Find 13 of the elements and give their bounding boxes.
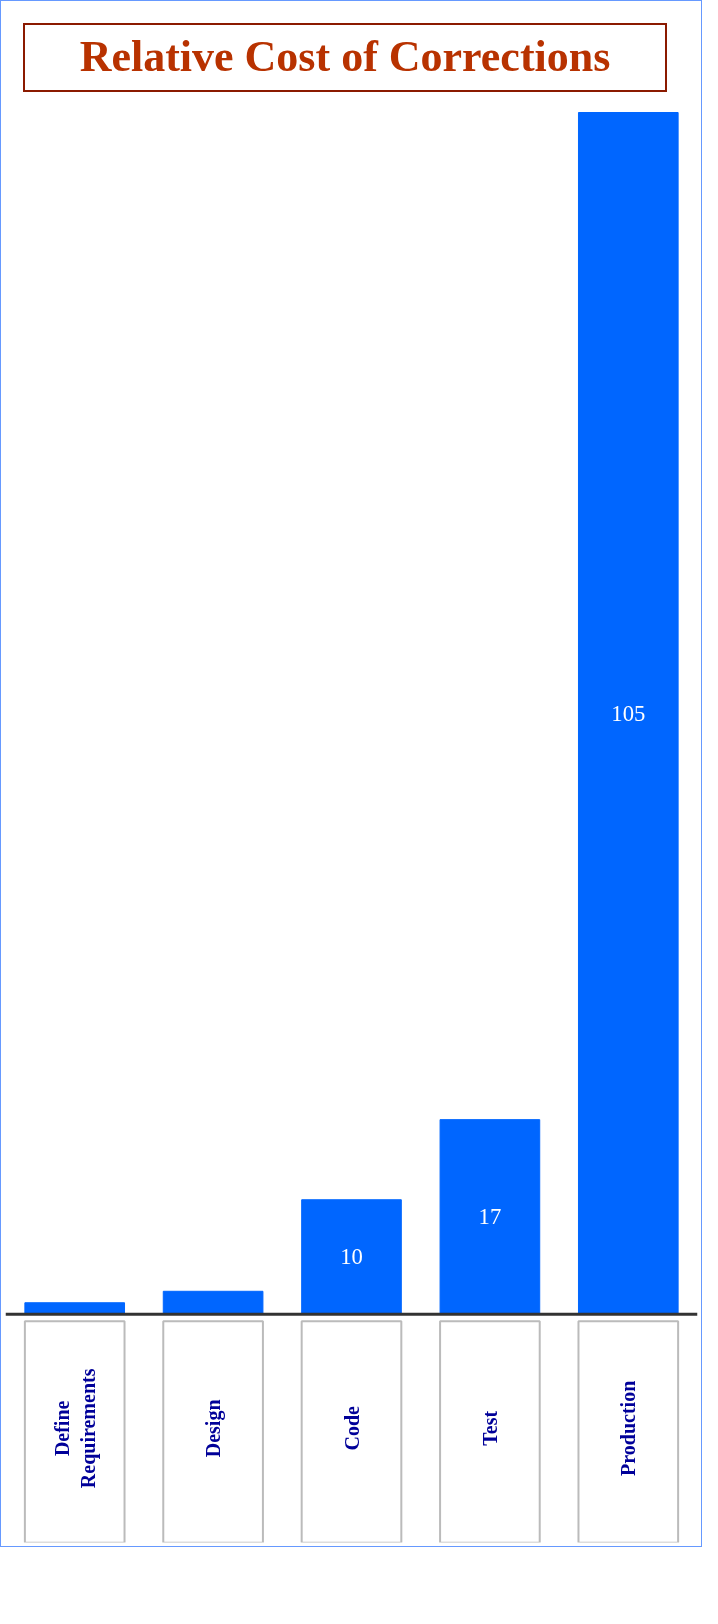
bar <box>577 111 679 1315</box>
bar <box>439 1118 541 1315</box>
x-tick-label: Design <box>202 1399 226 1458</box>
data-label: 10 <box>340 1244 363 1270</box>
bar <box>301 1199 402 1315</box>
data-label: 105 <box>611 700 646 726</box>
x-tick-label: Define Requirements <box>50 1368 100 1488</box>
chart-title: Relative Cost of Corrections <box>79 31 611 83</box>
x-tick-label: Code <box>340 1405 363 1451</box>
bar <box>162 1290 264 1315</box>
x-tick-label: Test <box>478 1410 501 1446</box>
data-label: 17 <box>478 1204 502 1230</box>
x-tick-label: Production <box>617 1380 640 1476</box>
